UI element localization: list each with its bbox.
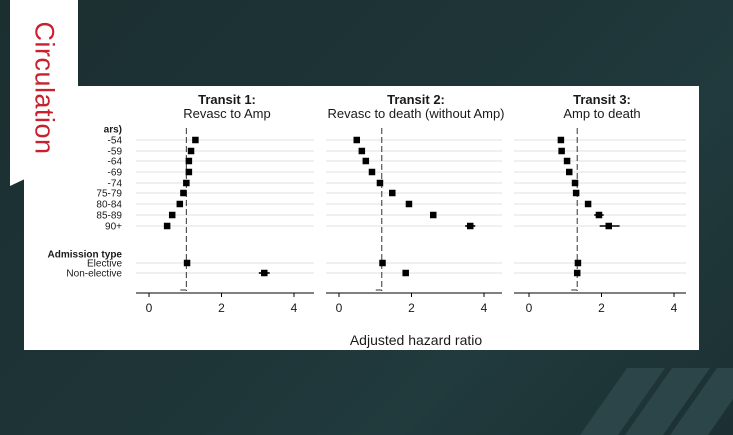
point-estimate: [573, 269, 581, 277]
point-estimate: [180, 189, 187, 197]
panel-subtitle: Revasc to Amp: [183, 106, 270, 121]
row-label: 85-89: [96, 211, 122, 222]
point-estimate: [584, 200, 592, 208]
ribbon-shape: [10, 0, 78, 186]
point-estimate: [362, 157, 370, 165]
row-label: 80-84: [96, 200, 122, 211]
panel-title: Transit 1:: [198, 92, 256, 107]
panel-subtitle: Amp to death: [563, 106, 640, 121]
point-estimate: [353, 136, 361, 144]
x-tick-label: 4: [671, 301, 678, 315]
point-estimate: [558, 147, 565, 155]
row-label: 75-79: [96, 189, 122, 200]
x-axis-label: Adjusted hazard ratio: [350, 332, 483, 348]
point-estimate: [183, 179, 190, 187]
stripe: [670, 368, 733, 435]
point-estimate: [389, 189, 396, 197]
point-estimate: [574, 259, 582, 267]
row-group-header: Admission type: [48, 250, 123, 261]
point-estimate: [405, 200, 413, 208]
panel-title: Transit 3:: [573, 92, 631, 107]
panel-title: Transit 2:: [387, 92, 445, 107]
row-group-header: ars): [104, 125, 122, 136]
stripe: [625, 368, 710, 435]
point-estimate: [176, 200, 184, 208]
x-tick-label: 0: [336, 301, 343, 315]
x-tick-label: 4: [481, 301, 488, 315]
point-estimate: [571, 179, 579, 187]
point-estimate: [168, 211, 176, 219]
point-estimate: [185, 157, 193, 165]
point-estimate: [402, 269, 409, 277]
point-estimate: [358, 147, 366, 155]
x-tick-label: 0: [526, 301, 533, 315]
point-estimate: [605, 222, 612, 230]
point-estimate: [376, 179, 384, 187]
point-estimate: [572, 189, 580, 197]
point-estimate: [187, 147, 195, 155]
row-label: -64: [108, 157, 123, 168]
x-tick-label: 2: [218, 301, 225, 315]
row-label: -59: [108, 147, 123, 158]
row-label: -69: [108, 168, 123, 179]
panel-subtitle: Revasc to death (without Amp): [327, 106, 504, 121]
row-label: Elective: [87, 259, 122, 270]
point-estimate: [185, 168, 193, 176]
point-estimate: [192, 136, 199, 144]
point-estimate: [466, 222, 474, 230]
point-estimate: [563, 157, 571, 165]
point-estimate: [261, 269, 268, 277]
journal-ribbon: Circulation: [10, 0, 78, 186]
point-estimate: [430, 211, 437, 219]
row-label: -74: [108, 179, 123, 190]
figure-panel: ars) -54 -59 -64 -69 -74 75-79 80-84 85-89 90+ Adm…: [24, 86, 699, 350]
x-tick-label: 2: [598, 301, 605, 315]
point-estimate: [183, 259, 191, 267]
point-estimate: [163, 222, 171, 230]
journal-name: Circulation: [29, 21, 60, 155]
point-estimate: [379, 259, 386, 267]
stripe: [580, 368, 665, 435]
x-tick-label: 0: [146, 301, 153, 315]
point-estimate: [595, 211, 603, 219]
point-estimate: [565, 168, 573, 176]
x-tick-label: 4: [291, 301, 298, 315]
row-label: 90+: [105, 222, 122, 233]
point-estimate: [368, 168, 376, 176]
row-label: Non-elective: [66, 269, 122, 280]
x-tick-label: 2: [408, 301, 415, 315]
row-label: -54: [108, 136, 123, 147]
point-estimate: [557, 136, 565, 144]
